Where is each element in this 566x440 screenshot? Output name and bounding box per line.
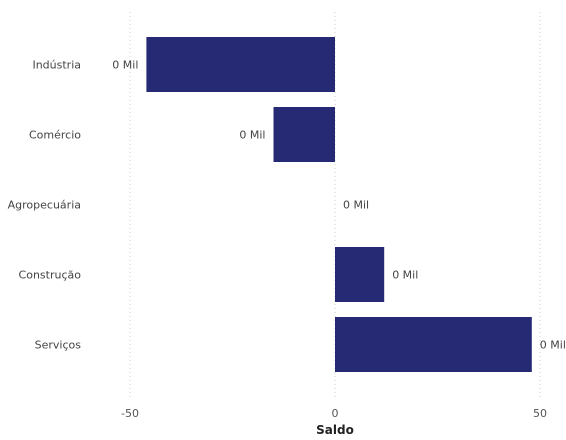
- bar: [273, 107, 335, 162]
- data-labels: 0 Mil 0 Mil 0 Mil 0 Mil 0 Mil: [112, 59, 566, 352]
- x-tick-label: 50: [533, 407, 547, 420]
- category-label: Comércio: [29, 129, 81, 142]
- data-label: 0 Mil: [392, 269, 418, 282]
- bars: [146, 37, 532, 372]
- category-label: Indústria: [32, 59, 81, 72]
- category-labels: Indústria Comércio Agropecuária Construção S…: [8, 59, 82, 352]
- data-label: 0 Mil: [112, 59, 138, 72]
- x-tick-label: -50: [121, 407, 139, 420]
- data-label: 0 Mil: [540, 339, 566, 352]
- data-label: 0 Mil: [239, 129, 265, 142]
- category-label: Construção: [19, 269, 82, 282]
- x-axis-ticks: -50 0 50: [121, 407, 547, 420]
- bar: [335, 317, 532, 372]
- bar: [335, 247, 385, 302]
- bar: [146, 37, 335, 92]
- x-axis-title: Saldo: [316, 423, 354, 437]
- category-label: Agropecuária: [8, 199, 81, 212]
- category-label: Serviços: [35, 339, 82, 352]
- data-label: 0 Mil: [343, 199, 369, 212]
- x-tick-label: 0: [332, 407, 339, 420]
